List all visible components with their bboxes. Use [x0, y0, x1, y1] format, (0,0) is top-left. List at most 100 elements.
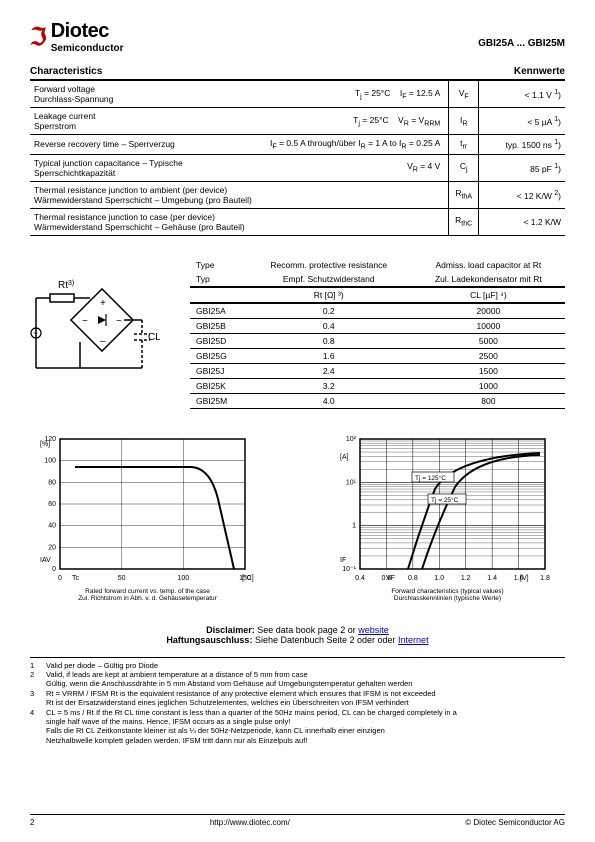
svg-text:100: 100 [44, 457, 56, 464]
th-type-de: Typ [190, 272, 246, 287]
svg-text:10¹: 10¹ [346, 479, 357, 486]
chart-left: 120100806040200 050100150 [%] IAV Tc [°C… [30, 434, 265, 584]
svg-text:[%]: [%] [40, 441, 50, 448]
th-res-de: Empf. Schutzwiderstand [246, 272, 412, 287]
svg-text:1: 1 [352, 522, 356, 529]
svg-text:10²: 10² [346, 436, 357, 443]
svg-text:1.8: 1.8 [540, 575, 550, 582]
char-value: < 12 K/W 2) [479, 181, 565, 208]
char-param: Typical junction capacitance – Typische … [30, 154, 266, 181]
char-value: typ. 1500 ns 1) [479, 135, 565, 155]
type-row: GBI25K3.21000 [190, 378, 565, 393]
website-link[interactable]: website [358, 625, 389, 635]
char-header-left: Characteristics [30, 66, 102, 77]
footer-copyright: © Diotec Semiconductor AG [465, 818, 565, 827]
cl-label: CL4) [148, 332, 160, 343]
logo: ℑ Diotec Semiconductor [30, 20, 124, 54]
mid-section: Rt3) ~ ~ + – ~ CL4) Type [30, 258, 565, 409]
page-footer: 2 http://www.diotec.com/ © Diotec Semico… [30, 814, 565, 827]
svg-text:Tj = 125°C: Tj = 125°C [415, 474, 446, 482]
svg-text:1.2: 1.2 [461, 575, 471, 582]
svg-text:[V]: [V] [520, 575, 529, 582]
char-cond: VR = 4 V [266, 154, 449, 181]
th-cap-de: Zul. Ladekondensator mit Rt [412, 272, 565, 287]
circuit-diagram: Rt3) ~ ~ + – ~ CL4) [30, 276, 160, 396]
char-cond: Tj = 25°C VR = VRRM [266, 108, 449, 135]
svg-text:80: 80 [48, 479, 56, 486]
footnote: 1Valid per diode – Gültig pro Diode [30, 661, 565, 670]
charts-row: 120100806040200 050100150 [%] IAV Tc [°C… [30, 434, 565, 603]
svg-text:50: 50 [118, 575, 126, 582]
svg-text:–: – [100, 336, 106, 347]
char-param: Leakage currentSperrstrom [30, 108, 266, 135]
char-cond: Tj = 25°C IF = 12.5 A [266, 81, 449, 108]
footer-url: http://www.diotec.com/ [210, 818, 290, 827]
svg-text:0.4: 0.4 [355, 575, 365, 582]
char-header-right: Kennwerte [514, 66, 565, 77]
chart-right-wrap: Tj = 125°C Tj = 25°C 10²10¹110⁻¹ 0.40.60… [330, 434, 565, 603]
footnote: 3Rt = VRRM / IFSM Rt is the equivalent r… [30, 689, 565, 698]
char-cond: IF = 0.5 A through/über IR = 1 A to IR =… [266, 135, 449, 155]
svg-text:IF: IF [340, 557, 346, 564]
type-row: GBI25M4.0800 [190, 393, 565, 408]
char-cond [266, 208, 449, 235]
char-param: Reverse recovery time – Sperrverzug [30, 135, 266, 155]
svg-text:20: 20 [48, 544, 56, 551]
char-param: Thermal resistance junction to case (per… [30, 208, 266, 235]
th-res-unit: Rt [Ω] ³) [246, 287, 412, 303]
page-number: 2 [30, 818, 34, 827]
footnote: 4CL = 5 ms / Rt If the Rt CL time consta… [30, 708, 565, 717]
logo-subtitle: Semiconductor [51, 43, 124, 54]
type-row: GBI25B0.410000 [190, 318, 565, 333]
disclaimer: Disclaimer: See data book page 2 or webs… [30, 625, 565, 645]
chart-left-wrap: 120100806040200 050100150 [%] IAV Tc [°C… [30, 434, 265, 603]
svg-text:~: ~ [116, 316, 122, 327]
type-row: GBI25J2.41500 [190, 363, 565, 378]
page-header: ℑ Diotec Semiconductor GBI25A ... GBI25M [30, 20, 565, 54]
svg-text:0: 0 [52, 566, 56, 573]
svg-text:0.8: 0.8 [408, 575, 418, 582]
char-symbol: trr [449, 135, 479, 155]
logo-company: Diotec [51, 20, 124, 43]
chart-right-caption: Forward characteristics (typical values)… [330, 588, 565, 603]
svg-text:0: 0 [58, 575, 62, 582]
characteristics-table: Forward voltageDurchlass-SpannungTj = 25… [30, 81, 565, 236]
char-symbol: IR [449, 108, 479, 135]
footnotes: 1Valid per diode – Gültig pro Diode2Vali… [30, 657, 565, 745]
svg-text:Tc: Tc [72, 575, 80, 582]
th-cap-en: Admiss. load capacitor at Rt [412, 258, 565, 272]
type-row: GBI25D0.85000 [190, 333, 565, 348]
svg-text:[A]: [A] [340, 454, 349, 461]
char-value: 85 pF 1) [479, 154, 565, 181]
svg-text:60: 60 [48, 501, 56, 508]
char-param: Forward voltageDurchlass-Spannung [30, 81, 266, 108]
svg-text:Tj = 25°C: Tj = 25°C [431, 496, 459, 504]
svg-text:1.4: 1.4 [487, 575, 497, 582]
internet-link[interactable]: Internet [398, 635, 429, 645]
char-cond [266, 181, 449, 208]
svg-text:1.0: 1.0 [434, 575, 444, 582]
logo-icon: ℑ [30, 23, 47, 52]
char-symbol: RthA [449, 181, 479, 208]
th-cap-unit: CL [µF] ⁴) [412, 287, 565, 303]
svg-text:40: 40 [48, 522, 56, 529]
char-value: < 5 µA 1) [479, 108, 565, 135]
type-table: Type Recomm. protective resistance Admis… [190, 258, 565, 409]
char-param: Thermal resistance junction to ambient (… [30, 181, 266, 208]
rt-label: Rt3) [58, 280, 74, 291]
characteristics-header: Characteristics Kennwerte [30, 66, 565, 81]
svg-text:[°C]: [°C] [242, 574, 254, 582]
char-symbol: Cj [449, 154, 479, 181]
char-value: < 1.2 K/W [479, 208, 565, 235]
char-value: < 1.1 V 1) [479, 81, 565, 108]
footnote: 2Valid, if leads are kept at ambient tem… [30, 670, 565, 679]
char-symbol: VF [449, 81, 479, 108]
type-row: GBI25A0.220000 [190, 303, 565, 319]
svg-text:~: ~ [82, 316, 88, 327]
svg-text:~: ~ [33, 329, 38, 338]
type-row: GBI25G1.62500 [190, 348, 565, 363]
part-range: GBI25A ... GBI25M [478, 38, 565, 49]
th-res-en: Recomm. protective resistance [246, 258, 412, 272]
svg-text:+: + [100, 298, 106, 309]
th-type-en: Type [190, 258, 246, 272]
